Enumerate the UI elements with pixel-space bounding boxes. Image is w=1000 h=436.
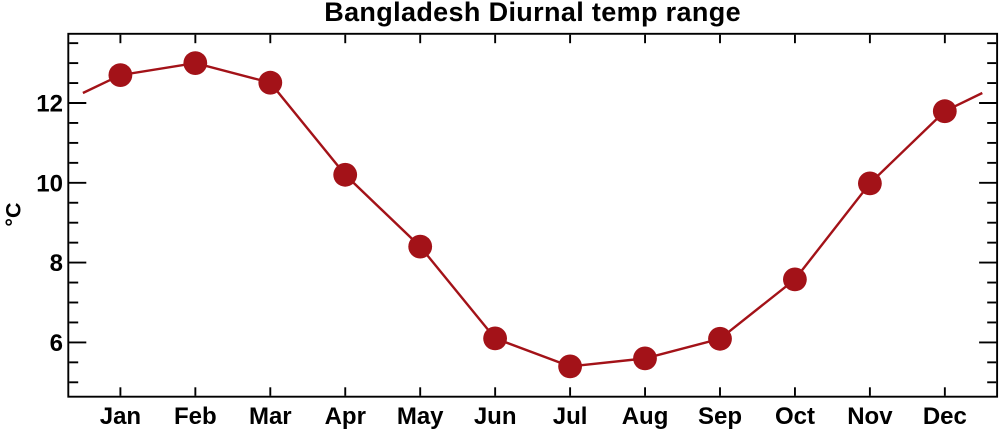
svg-text:Bangladesh Diurnal temp range: Bangladesh Diurnal temp range	[324, 0, 741, 27]
svg-text:10: 10	[36, 170, 63, 197]
svg-text:Mar: Mar	[249, 403, 292, 430]
svg-text:6: 6	[50, 330, 63, 357]
svg-text:12: 12	[36, 91, 63, 118]
svg-text:Aug: Aug	[622, 403, 669, 430]
svg-text:Jun: Jun	[474, 403, 517, 430]
svg-text:Nov: Nov	[847, 403, 893, 430]
svg-text:8: 8	[50, 250, 63, 277]
svg-text:Jul: Jul	[553, 403, 588, 430]
svg-text:May: May	[397, 403, 444, 430]
svg-text:Jan: Jan	[100, 403, 141, 430]
svg-text:Apr: Apr	[325, 403, 366, 430]
svg-text:Dec: Dec	[923, 403, 967, 430]
svg-text:Sep: Sep	[698, 403, 742, 430]
svg-text:Oct: Oct	[775, 403, 815, 430]
svg-text:Feb: Feb	[174, 403, 217, 430]
svg-text:°C: °C	[2, 202, 26, 226]
